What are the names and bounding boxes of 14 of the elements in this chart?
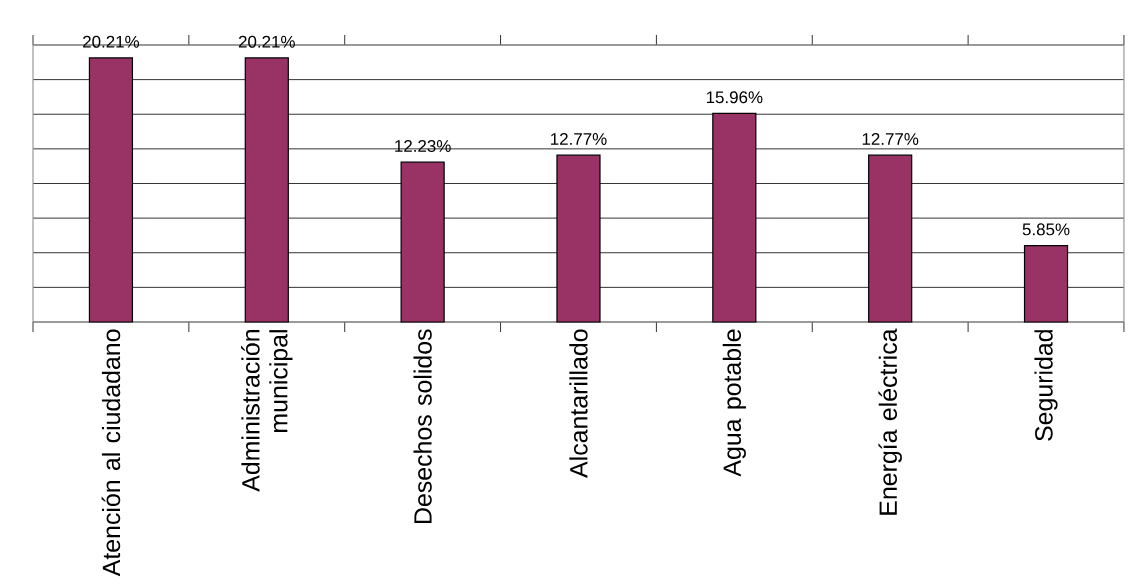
data-label: 20.21% [83, 35, 140, 48]
x-tick-label: Alcantarillado [569, 329, 588, 478]
data-label: 12.77% [551, 133, 607, 145]
x-tick-label: Energía eléctrica [878, 328, 902, 515]
x-tick-label: Atención al ciudadano [101, 329, 121, 577]
data-label: 20.21% [238, 35, 295, 48]
data-label: 15.96% [706, 91, 763, 104]
data-label: 12.77% [862, 133, 919, 145]
x-tick-label: Agua potable [722, 329, 746, 477]
x-tick-label: Desechos solidos [413, 329, 432, 523]
data-label: 5.85% [1022, 223, 1070, 236]
data-label: 12.23% [395, 140, 451, 152]
x-tick-label: Seguridad [1034, 330, 1058, 441]
x-tick-label: Administración municipal [241, 330, 293, 492]
